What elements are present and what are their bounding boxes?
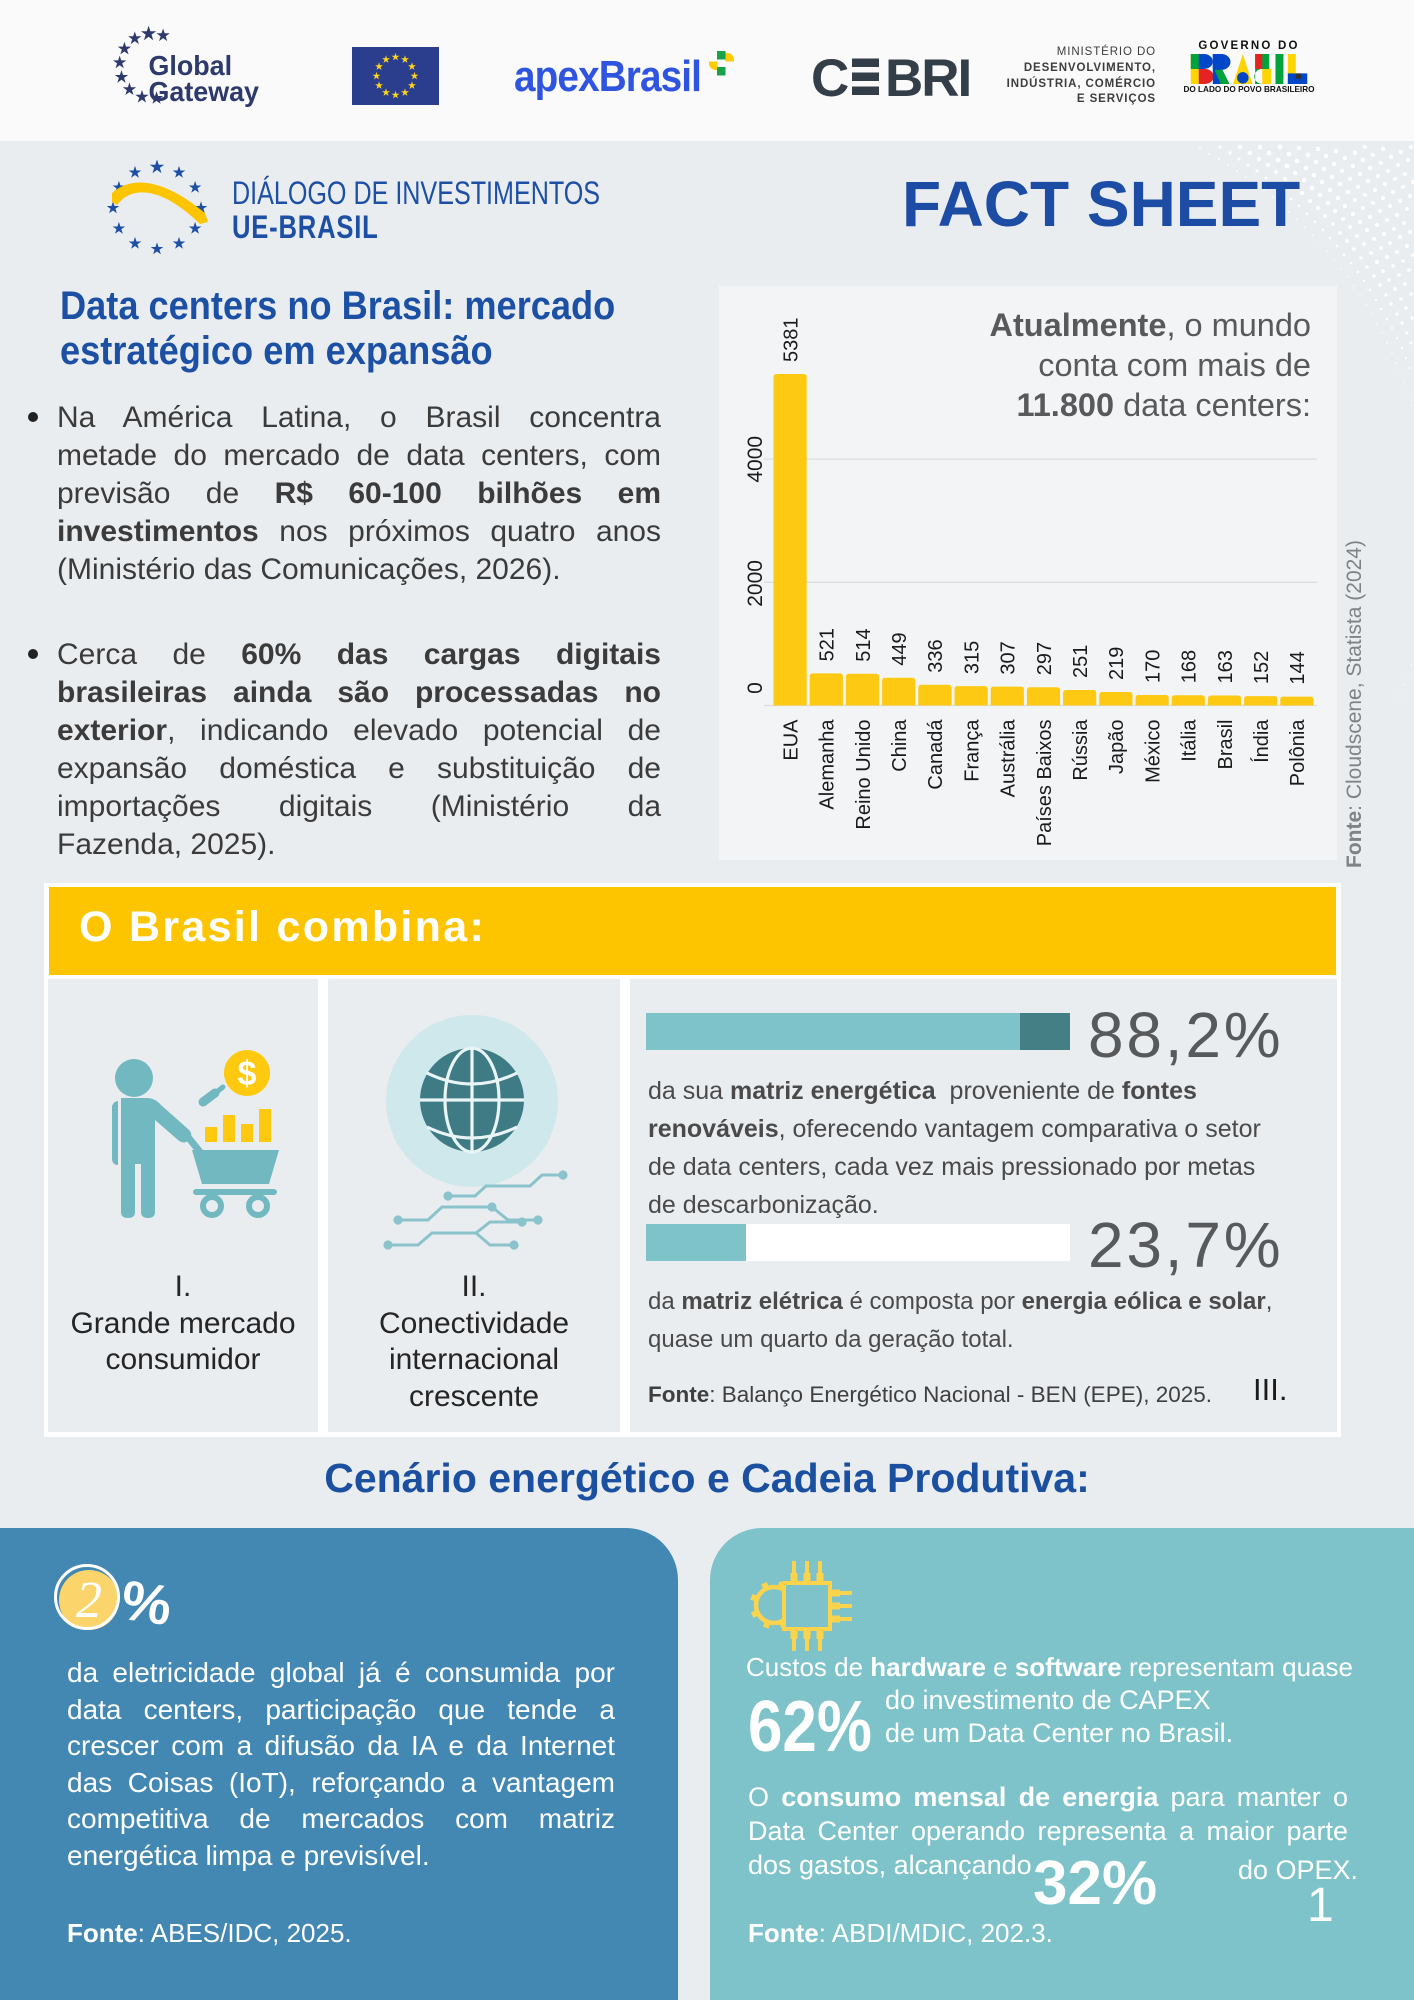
- svg-text:Itália: Itália: [1179, 719, 1201, 762]
- svg-text:297: 297: [1034, 642, 1056, 675]
- svg-text:168: 168: [1179, 650, 1201, 683]
- svg-text:2000: 2000: [744, 560, 767, 607]
- svg-text:$: $: [238, 1055, 257, 1093]
- svg-text:163: 163: [1215, 650, 1237, 683]
- svg-text:Países Baixos: Países Baixos: [1034, 720, 1056, 847]
- svg-text:C: C: [813, 52, 849, 102]
- svg-text:Global: Global: [148, 49, 232, 81]
- svg-text:514: 514: [853, 628, 875, 661]
- svg-text:4000: 4000: [744, 436, 767, 483]
- svg-text:Índia: Índia: [1250, 719, 1273, 763]
- svg-text:Polônia: Polônia: [1287, 719, 1309, 787]
- svg-text:França: França: [961, 719, 983, 782]
- svg-text:apexBrasil: apexBrasil: [514, 51, 701, 101]
- svg-text:Alemanha: Alemanha: [817, 719, 839, 810]
- svg-text:BRI: BRI: [885, 52, 970, 102]
- svg-text:México: México: [1142, 720, 1164, 783]
- svg-text:251: 251: [1070, 645, 1092, 678]
- svg-text:Brasil: Brasil: [1215, 720, 1237, 770]
- svg-text:5381: 5381: [780, 318, 802, 363]
- svg-text:Gateway: Gateway: [148, 75, 259, 107]
- svg-text:EUA: EUA: [780, 719, 802, 761]
- svg-text:336: 336: [925, 639, 947, 672]
- svg-text:170: 170: [1142, 650, 1164, 683]
- svg-text:China: China: [889, 719, 911, 772]
- svg-text:144: 144: [1287, 651, 1309, 684]
- svg-text:521: 521: [817, 628, 839, 661]
- svg-text:2: 2: [76, 1572, 102, 1629]
- svg-text:307: 307: [998, 641, 1020, 674]
- svg-text:Canadá: Canadá: [925, 719, 947, 790]
- svg-text:Austrália: Austrália: [998, 719, 1020, 798]
- svg-text:152: 152: [1251, 651, 1273, 684]
- svg-text:219: 219: [1106, 647, 1128, 680]
- svg-text:%: %: [118, 1568, 176, 1637]
- svg-text:449: 449: [889, 632, 911, 665]
- svg-text:Japão: Japão: [1106, 720, 1128, 775]
- svg-text:Reino Unido: Reino Unido: [853, 720, 875, 830]
- svg-text:0: 0: [744, 682, 767, 694]
- svg-text:Rússia: Rússia: [1070, 719, 1092, 781]
- svg-text:315: 315: [961, 641, 983, 674]
